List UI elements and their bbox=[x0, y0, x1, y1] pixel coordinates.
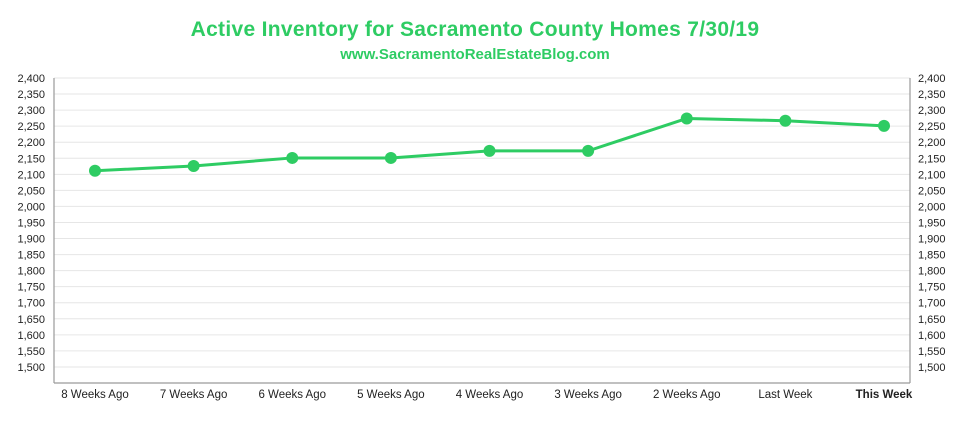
y-tick-label-left: 1,750 bbox=[17, 282, 45, 294]
data-point bbox=[582, 144, 595, 157]
y-tick-label-left: 1,500 bbox=[17, 362, 45, 374]
y-tick-label-right: 1,950 bbox=[918, 217, 946, 229]
y-tick-label-right: 2,200 bbox=[918, 137, 946, 149]
y-tick-label-left: 2,300 bbox=[17, 105, 45, 117]
y-tick-label-left: 1,850 bbox=[17, 250, 45, 262]
axes bbox=[53, 78, 911, 384]
x-tick-label: 2 Weeks Ago bbox=[653, 389, 721, 401]
y-tick-label-left: 2,200 bbox=[17, 137, 45, 149]
data-point bbox=[286, 151, 299, 164]
data-point bbox=[384, 151, 397, 164]
x-tick-label: This Week bbox=[856, 389, 913, 401]
x-tick-label: Last Week bbox=[758, 389, 812, 401]
y-tick-label-left: 1,700 bbox=[17, 298, 45, 310]
chart-subtitle: www.SacramentoRealEstateBlog.com bbox=[340, 46, 610, 63]
y-tick-label-left: 1,600 bbox=[17, 330, 45, 342]
y-tick-label-right: 1,850 bbox=[918, 250, 946, 262]
y-tick-label-right: 1,550 bbox=[918, 346, 946, 358]
chart-title: Active Inventory for Sacramento County H… bbox=[190, 18, 760, 41]
series-inventory bbox=[89, 112, 890, 177]
x-tick-label: 8 Weeks Ago bbox=[61, 389, 129, 401]
x-tick-label: 3 Weeks Ago bbox=[554, 389, 622, 401]
y-axis-right-ticks: 2,400 2,350 2,300 2,250 2,200 2,150 2,100 2,050… bbox=[918, 73, 946, 374]
y-tick-label-left: 2,050 bbox=[17, 185, 45, 197]
y-tick-label-right: 1,700 bbox=[918, 298, 946, 310]
y-tick-label-right: 2,250 bbox=[918, 121, 946, 133]
data-point bbox=[878, 119, 890, 132]
y-tick-label-left: 1,900 bbox=[17, 234, 45, 246]
data-point bbox=[680, 112, 693, 125]
y-tick-label-right: 1,900 bbox=[918, 234, 946, 246]
x-tick-label: 6 Weeks Ago bbox=[258, 389, 326, 401]
y-tick-label-left: 2,100 bbox=[17, 169, 45, 181]
y-tick-label-left: 2,250 bbox=[17, 121, 45, 133]
y-tick-label-left: 1,950 bbox=[17, 217, 45, 229]
y-tick-label-right: 1,500 bbox=[918, 362, 946, 374]
y-tick-label-right: 1,750 bbox=[918, 282, 946, 294]
y-tick-label-left: 2,400 bbox=[17, 73, 45, 85]
data-point bbox=[779, 114, 792, 127]
x-tick-label: 5 Weeks Ago bbox=[357, 389, 425, 401]
y-tick-label-right: 2,350 bbox=[918, 89, 946, 101]
y-tick-label-left: 1,550 bbox=[17, 346, 45, 358]
data-point bbox=[483, 144, 496, 157]
x-tick-label: 4 Weeks Ago bbox=[456, 389, 524, 401]
y-tick-label-right: 2,100 bbox=[918, 169, 946, 181]
y-tick-label-left: 1,650 bbox=[17, 314, 45, 326]
y-tick-label-left: 2,350 bbox=[17, 89, 45, 101]
y-tick-label-right: 2,400 bbox=[918, 73, 946, 85]
y-axis-left-ticks: 2,400 2,350 2,300 2,250 2,200 2,150 2,100 2,050… bbox=[17, 73, 45, 374]
y-tick-label-right: 2,150 bbox=[918, 153, 946, 165]
y-tick-label-right: 2,050 bbox=[918, 185, 946, 197]
y-tick-label-right: 1,800 bbox=[918, 266, 946, 278]
x-axis-ticks: 8 Weeks Ago 7 Weeks Ago 6 Weeks Ago 5 Weeks… bbox=[61, 389, 913, 401]
y-tick-label-right: 1,650 bbox=[918, 314, 946, 326]
y-tick-label-right: 2,000 bbox=[918, 201, 946, 213]
gridlines bbox=[54, 77, 910, 368]
y-tick-label-right: 2,300 bbox=[918, 105, 946, 117]
y-tick-label-left: 2,000 bbox=[17, 201, 45, 213]
x-tick-label: 7 Weeks Ago bbox=[160, 389, 228, 401]
data-point bbox=[187, 159, 200, 172]
y-tick-label-right: 1,600 bbox=[918, 330, 946, 342]
y-tick-label-left: 2,150 bbox=[17, 153, 45, 165]
data-point bbox=[89, 164, 101, 177]
y-tick-label-left: 1,800 bbox=[17, 266, 45, 278]
